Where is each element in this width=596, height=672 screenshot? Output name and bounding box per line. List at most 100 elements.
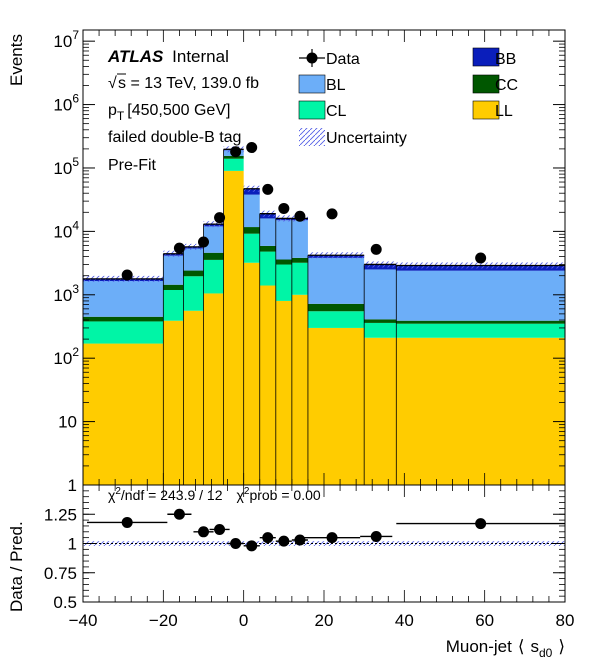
atlas-label-block: ATLAS Internal √ s = 13 TeV, 139.0 fb pT… <box>107 47 259 174</box>
legend-item-bl: BL <box>298 74 346 94</box>
legend-item-uncertainty: Uncertainty <box>299 128 407 147</box>
y-tick-label: 106 <box>53 92 79 115</box>
bar-bl <box>83 280 164 317</box>
main-panel: 1 10 102 103 104 105 106 107 Events <box>7 28 566 495</box>
data-point <box>214 212 226 224</box>
bar-cl <box>259 251 276 286</box>
data-point <box>370 243 382 255</box>
data-point <box>246 142 258 154</box>
bar-cc <box>203 252 224 260</box>
bar-cc <box>223 155 244 159</box>
ratio-y-tick-label: 1 <box>68 535 77 554</box>
svg-text:CC: CC <box>495 77 518 94</box>
ratio-point <box>230 538 242 549</box>
ratio-y-tick-label: 0.75 <box>44 564 77 583</box>
bar-ll <box>275 300 292 485</box>
bar-ll <box>291 294 308 485</box>
bar-bl <box>203 226 224 253</box>
ratio-point <box>294 534 306 546</box>
x-tick-label: 20 <box>315 611 334 630</box>
y-tick-label: 102 <box>53 345 79 368</box>
bar-ll <box>203 293 224 485</box>
bar-ll <box>364 337 397 485</box>
bar-cl <box>203 259 224 294</box>
ratio-point <box>173 508 185 520</box>
x-tick-label: −40 <box>69 611 98 630</box>
ratio-point <box>214 523 226 535</box>
y-axis-label: Events <box>7 34 26 86</box>
legend-item-bb: BB <box>472 47 516 68</box>
ratio-x-ticks: −40 −20 0 20 40 60 80 <box>69 485 574 630</box>
bar-cc <box>83 316 164 322</box>
bar-cc <box>307 303 365 312</box>
bar-cc <box>163 284 184 290</box>
bar-cl <box>243 233 260 263</box>
bar-cl <box>83 321 164 344</box>
bar-cc <box>396 320 565 324</box>
ratio-y-tick-label: 1.25 <box>44 505 77 524</box>
ratio-y-axis-label: Data / Pred. <box>7 521 26 612</box>
legend-item-data: Data <box>299 49 360 68</box>
svg-text:LL: LL <box>495 103 513 120</box>
chi2-annotation: χ2/ndf = 243.9 / 12 χ2prob = 0.00 <box>108 486 321 503</box>
ratio-y-ticks: 0.5 0.75 1 1.25 <box>44 490 565 612</box>
bar-bl <box>275 220 292 260</box>
ratio-point <box>326 532 338 544</box>
bar-cl <box>364 322 397 338</box>
ratio-points-layer <box>87 508 565 552</box>
y-tick-label: 105 <box>53 155 79 178</box>
x-tick-label: 40 <box>395 611 414 630</box>
bar-cc <box>364 319 397 323</box>
ratio-y-tick-label: 0.5 <box>53 593 77 612</box>
svg-text:Data: Data <box>326 51 360 68</box>
data-point <box>326 208 338 220</box>
svg-text:ATLAS Internal: ATLAS Internal <box>107 47 229 66</box>
bar-cc <box>291 257 308 263</box>
y-tick-label: 1 <box>68 476 77 495</box>
ratio-point <box>121 516 133 528</box>
x-tick-label: −20 <box>149 611 178 630</box>
svg-text:BL: BL <box>326 77 346 94</box>
bar-ll <box>183 310 204 485</box>
legend-item-cl: CL <box>298 100 347 120</box>
bar-cc <box>275 259 292 265</box>
data-point <box>198 236 209 248</box>
bar-cc <box>183 270 204 277</box>
bar-ll <box>396 337 565 485</box>
svg-text:Uncertainty: Uncertainty <box>326 130 407 147</box>
y-tick-label: 107 <box>53 28 79 51</box>
bar-ll <box>83 343 164 485</box>
bar-cl <box>291 262 308 295</box>
bar-bl <box>396 270 565 321</box>
x-tick-label: 0 <box>239 611 248 630</box>
pt-range-label: pT [450,500 GeV] <box>108 102 230 123</box>
bar-cl <box>396 323 565 338</box>
bar-cl <box>183 276 204 311</box>
bar-cl <box>275 264 292 301</box>
bar-cl <box>163 289 184 321</box>
bar-bl <box>259 218 276 246</box>
data-points-layer <box>121 142 487 281</box>
y-tick-label: 10 <box>58 413 77 432</box>
bar-bl <box>163 255 184 285</box>
bar-cc <box>243 227 260 234</box>
bar-bl <box>291 220 308 258</box>
stack-layer <box>83 149 565 485</box>
legend: Data BL CL Uncertainty BB CC LL <box>298 47 518 147</box>
y-tick-label: 104 <box>53 218 79 241</box>
ratio-point <box>370 530 382 542</box>
sqrt-sign: √ <box>108 75 117 92</box>
bar-ll <box>259 285 276 485</box>
ratio-panel: 0.5 0.75 1 1.25 −40 −20 0 20 40 60 80 Data / Pred… <box>7 484 574 660</box>
x-axis-label: Muon-jet ⟨ sd0 ⟩ <box>446 637 565 660</box>
energy-label: s = 13 TeV, 139.0 fb <box>118 75 259 92</box>
bar-ll <box>163 320 184 485</box>
bar-cl <box>307 311 365 328</box>
bar-bl <box>243 194 260 228</box>
legend-item-cc: CC <box>472 74 518 94</box>
bar-bl <box>183 248 204 271</box>
bar-ll <box>223 170 244 485</box>
data-point <box>173 242 185 254</box>
bar-bl <box>364 269 397 320</box>
